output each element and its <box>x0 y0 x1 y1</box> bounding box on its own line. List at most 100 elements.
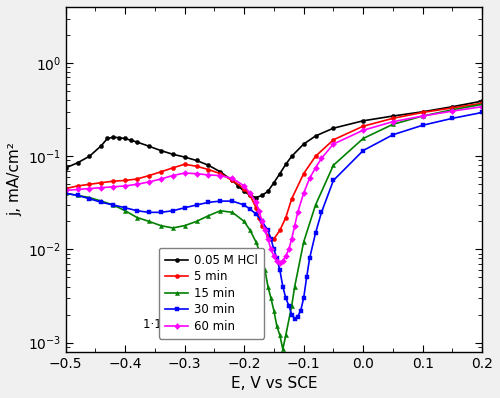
60 min <box>277 260 283 265</box>
30 min <box>122 205 128 210</box>
15 min <box>280 347 286 351</box>
60 min <box>206 173 212 178</box>
30 min <box>74 193 80 198</box>
60 min <box>265 236 271 241</box>
30 min <box>277 268 283 273</box>
5 min <box>312 154 318 159</box>
60 min <box>256 209 262 213</box>
60 min <box>86 186 92 191</box>
0.05 M HCl <box>330 126 336 131</box>
15 min <box>146 219 152 224</box>
5 min <box>194 164 200 169</box>
5 min <box>158 170 164 174</box>
0.05 M HCl <box>235 183 241 188</box>
0.05 M HCl <box>283 162 289 167</box>
0.05 M HCl <box>128 138 134 143</box>
5 min <box>134 177 140 181</box>
5 min <box>283 215 289 220</box>
0.05 M HCl <box>271 180 277 185</box>
60 min <box>146 179 152 184</box>
Line: 60 min: 60 min <box>64 105 484 265</box>
60 min <box>110 184 116 189</box>
15 min <box>170 226 176 230</box>
5 min <box>479 101 485 106</box>
30 min <box>247 207 253 212</box>
15 min <box>360 136 366 141</box>
0.05 M HCl <box>170 152 176 157</box>
5 min <box>247 193 253 198</box>
60 min <box>390 119 396 124</box>
15 min <box>247 228 253 233</box>
15 min <box>182 223 188 228</box>
60 min <box>288 236 294 241</box>
15 min <box>122 209 128 213</box>
0.05 M HCl <box>241 189 247 194</box>
0.05 M HCl <box>104 136 110 141</box>
5 min <box>277 228 283 233</box>
5 min <box>86 182 92 187</box>
60 min <box>134 182 140 187</box>
30 min <box>479 110 485 115</box>
15 min <box>86 195 92 200</box>
30 min <box>86 196 92 201</box>
30 min <box>170 209 176 213</box>
30 min <box>330 178 336 183</box>
0.05 M HCl <box>288 154 294 159</box>
0.05 M HCl <box>182 155 188 160</box>
5 min <box>256 215 262 220</box>
0.05 M HCl <box>420 109 426 114</box>
5 min <box>229 178 235 183</box>
60 min <box>182 171 188 176</box>
60 min <box>420 114 426 119</box>
30 min <box>253 212 259 217</box>
30 min <box>298 308 304 313</box>
0.05 M HCl <box>116 135 122 140</box>
30 min <box>300 296 306 300</box>
0.05 M HCl <box>194 158 200 163</box>
60 min <box>306 176 312 181</box>
60 min <box>450 109 456 113</box>
30 min <box>280 284 286 289</box>
5 min <box>74 183 80 188</box>
15 min <box>158 223 164 228</box>
60 min <box>122 183 128 188</box>
0.05 M HCl <box>277 171 283 176</box>
30 min <box>318 210 324 215</box>
Text: 1·10⁻²M AETDA: 1·10⁻²M AETDA <box>142 318 233 331</box>
30 min <box>206 200 212 205</box>
0.05 M HCl <box>146 144 152 148</box>
15 min <box>288 303 294 308</box>
15 min <box>420 114 426 119</box>
Line: 0.05 M HCl: 0.05 M HCl <box>64 99 484 200</box>
30 min <box>229 199 235 203</box>
60 min <box>62 188 68 193</box>
0.05 M HCl <box>110 135 116 140</box>
15 min <box>271 308 277 313</box>
15 min <box>241 219 247 224</box>
5 min <box>170 166 176 170</box>
15 min <box>268 296 274 300</box>
60 min <box>294 210 300 215</box>
60 min <box>271 254 277 258</box>
5 min <box>146 173 152 178</box>
60 min <box>318 156 324 161</box>
5 min <box>288 196 294 201</box>
15 min <box>274 324 280 329</box>
60 min <box>360 128 366 133</box>
15 min <box>98 199 104 203</box>
0.05 M HCl <box>450 104 456 109</box>
60 min <box>283 254 289 258</box>
5 min <box>271 236 277 241</box>
15 min <box>110 203 116 207</box>
0.05 M HCl <box>247 193 253 198</box>
5 min <box>182 162 188 167</box>
0.05 M HCl <box>86 154 92 159</box>
5 min <box>206 167 212 172</box>
Y-axis label: j, mA/cm²: j, mA/cm² <box>7 142 22 216</box>
5 min <box>300 171 306 176</box>
30 min <box>283 296 289 300</box>
5 min <box>98 180 104 185</box>
15 min <box>218 209 224 213</box>
30 min <box>292 316 298 321</box>
30 min <box>294 314 300 319</box>
